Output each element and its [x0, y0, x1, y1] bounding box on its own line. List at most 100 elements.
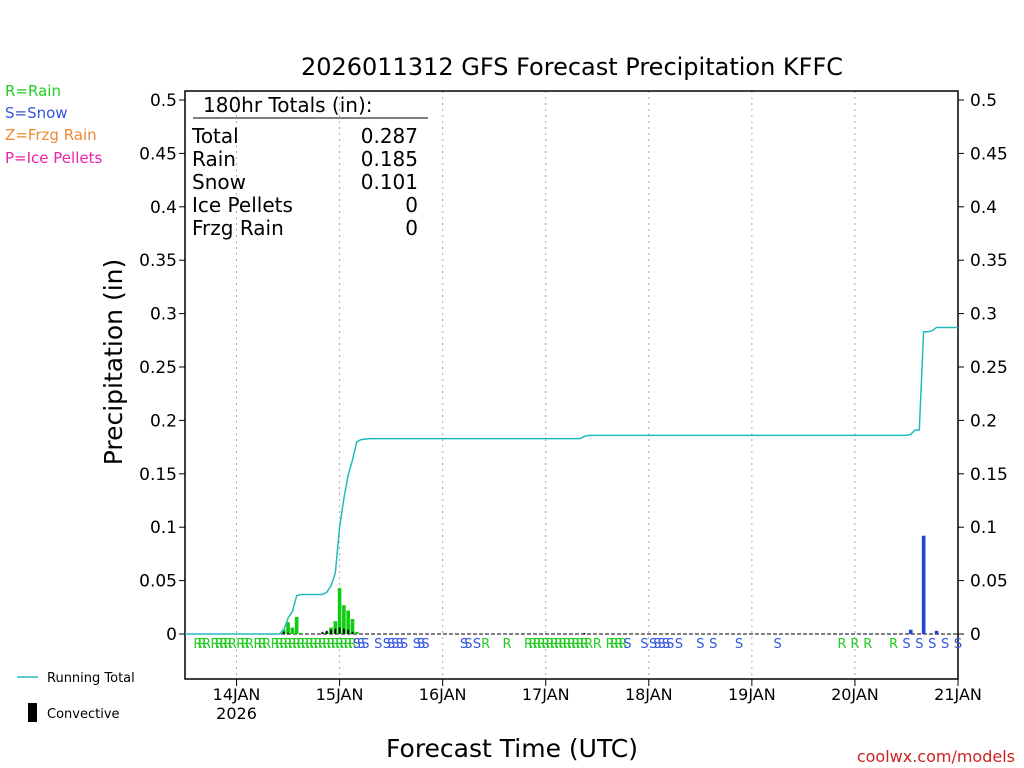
- y-tick-label-left: 0.4: [150, 198, 177, 218]
- y-tick-label-right: 0.35: [970, 251, 1008, 271]
- precip-type-code: S: [640, 637, 648, 652]
- precip-bar-snow: [934, 630, 939, 634]
- precip-type-code: R: [296, 637, 305, 652]
- precip-type-code: R: [223, 637, 232, 652]
- precip-type-code: R: [481, 637, 490, 652]
- y-tick-label-right: 0: [970, 625, 981, 645]
- totals-value-rain: 0.185: [361, 147, 418, 171]
- running-total-legend-label: Running Total: [47, 671, 135, 686]
- precip-bar-rain: [299, 632, 303, 634]
- totals-value-total: 0.287: [361, 124, 418, 148]
- precip-type-code: R: [610, 637, 619, 652]
- totals-label-snow: Snow: [192, 170, 246, 194]
- precip-bar-rain: [294, 616, 299, 634]
- y-tick-label-right: 0.4: [970, 198, 997, 218]
- precip-type-code: R: [571, 637, 580, 652]
- x-tick-label: 16JAN: [419, 685, 467, 704]
- precip-type-code: S: [357, 637, 365, 652]
- precip-type-code: R: [305, 637, 314, 652]
- precip-type-code: R: [584, 637, 593, 652]
- totals-header: 180hr Totals (in):: [203, 93, 373, 117]
- y-tick-label-right: 0.45: [970, 144, 1008, 164]
- precip-type-code: R: [215, 637, 224, 652]
- precip-type-code: R: [284, 637, 293, 652]
- plot-frame: [184, 90, 959, 680]
- convective-bar: [321, 631, 324, 634]
- legend-freezing-rain: Z=Frzg Rain: [5, 126, 97, 144]
- precip-type-code: R: [245, 637, 254, 652]
- precip-bar-rain: [286, 622, 290, 634]
- y-tick-label-left: 0.15: [139, 465, 177, 485]
- legend-rain: R=Rain: [5, 82, 61, 100]
- precip-type-code: R: [193, 637, 202, 652]
- precip-type-code: S: [662, 637, 670, 652]
- precip-bar-snow: [908, 629, 913, 634]
- precip-type-code: S: [696, 637, 704, 652]
- totals-box: 180hr Totals (in): Total 0.287 Rain 0.18…: [191, 93, 428, 240]
- y-tick-label-left: 0.45: [139, 144, 177, 164]
- precip-bar-rain: [354, 631, 359, 634]
- precip-type-code: R: [335, 637, 344, 652]
- precip-type-code: S: [658, 637, 666, 652]
- precip-type-code: S: [941, 637, 949, 652]
- convective-bars: [282, 627, 586, 634]
- totals-value-frzg-rain: 0: [405, 216, 418, 240]
- precip-bars: [281, 535, 939, 634]
- precip-type-code: S: [400, 637, 408, 652]
- precip-type-code: R: [619, 637, 628, 652]
- precip-type-code: S: [391, 637, 399, 652]
- convective-bar: [338, 627, 341, 634]
- precip-type-code: R: [838, 637, 847, 652]
- precip-type-code: S: [774, 637, 782, 652]
- precip-type-code: R: [537, 637, 546, 652]
- precip-type-code: S: [902, 637, 910, 652]
- type-legend: R=Rain S=Snow Z=Frzg Rain P=Ice Pellets: [5, 82, 102, 167]
- precip-type-code: R: [580, 637, 589, 652]
- convective-bar: [351, 631, 354, 634]
- precip-type-code: R: [348, 637, 357, 652]
- precip-type-code: R: [541, 637, 550, 652]
- y-tick-label-right: 0.15: [970, 465, 1008, 485]
- precip-type-code: R: [262, 637, 271, 652]
- precip-type-code: R: [326, 637, 335, 652]
- precip-type-code: S: [464, 637, 472, 652]
- y-tick-label-left: 0.2: [150, 411, 177, 431]
- precip-type-code: S: [928, 637, 936, 652]
- precip-type-code: S: [666, 637, 674, 652]
- totals-label-rain: Rain: [192, 147, 236, 171]
- precip-type-code: R: [271, 637, 280, 652]
- precip-bar-rain: [333, 621, 338, 634]
- precip-type-code: R: [331, 637, 340, 652]
- precip-type-code: R: [546, 637, 555, 652]
- precip-type-code: R: [309, 637, 318, 652]
- precip-type-code: S: [653, 637, 661, 652]
- convective-bar: [342, 628, 345, 634]
- precip-type-code: R: [554, 637, 563, 652]
- precip-type-code: S: [417, 637, 425, 652]
- precip-type-code: S: [709, 637, 717, 652]
- precip-type-code: R: [258, 637, 267, 652]
- precip-type-code: S: [383, 637, 391, 652]
- precip-type-code: R: [198, 637, 207, 652]
- x-axis-label: Forecast Time (UTC): [386, 734, 638, 763]
- convective-legend-label: Convective: [47, 707, 120, 722]
- precip-type-code: S: [954, 637, 962, 652]
- precip-type-code: R: [863, 637, 872, 652]
- y-tick-label-right: 0.5: [970, 91, 997, 111]
- totals-label-total: Total: [191, 124, 239, 148]
- x-tick-label: 18JAN: [625, 685, 673, 704]
- precip-bar-rain: [350, 619, 355, 634]
- precip-type-code: R: [241, 637, 250, 652]
- precip-type-code: R: [576, 637, 585, 652]
- convective-bar: [334, 628, 337, 634]
- precip-type-code: R: [314, 637, 323, 652]
- precip-type-code: R: [593, 637, 602, 652]
- totals-label-ice-pellets: Ice Pellets: [192, 193, 293, 217]
- precip-type-code: R: [550, 637, 559, 652]
- precip-type-code: R: [253, 637, 262, 652]
- totals-value-ice-pellets: 0: [405, 193, 418, 217]
- convective-bar: [287, 632, 289, 634]
- precip-type-code: R: [558, 637, 567, 652]
